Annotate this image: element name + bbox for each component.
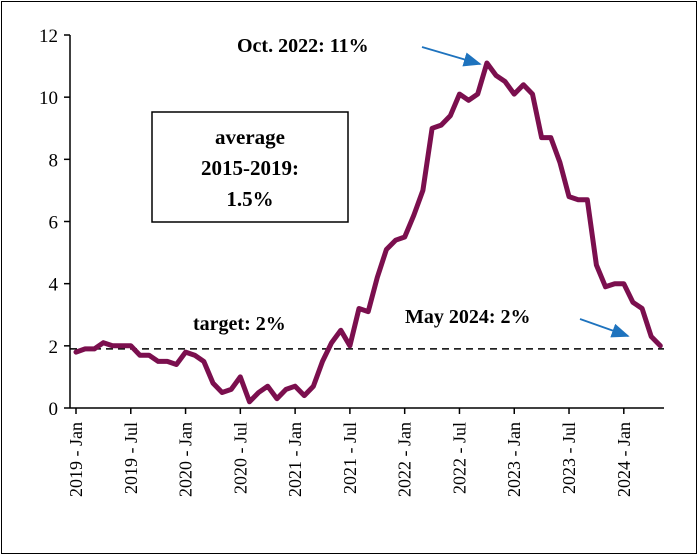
y-tick-label: 6: [49, 213, 59, 234]
latest-arrow: [579, 318, 630, 338]
y-tick-label: 12: [39, 26, 58, 47]
peak-arrow: [421, 46, 482, 67]
average-box-line3: 1.5%: [226, 187, 273, 211]
y-ticks: 0 2 4 6 8 10 12: [39, 26, 70, 420]
x-tick-label: 2021 - Jan: [285, 422, 305, 497]
average-box-line2: 2015-2019:: [201, 156, 299, 180]
x-tick-label: 2024 - Jan: [614, 422, 634, 497]
x-tick-label: 2020 - Jul: [230, 422, 250, 494]
y-tick-label: 4: [49, 275, 59, 296]
y-tick-label: 0: [49, 399, 59, 420]
y-tick-label: 2: [49, 337, 59, 358]
x-tick-label: 2020 - Jan: [176, 422, 196, 497]
y-tick-label: 8: [49, 150, 59, 171]
target-label: target: 2%: [193, 313, 286, 335]
x-tick-label: 2019 - Jul: [121, 422, 141, 494]
x-tick-label: 2022 - Jan: [395, 422, 415, 497]
y-tick-label: 10: [39, 88, 58, 109]
x-ticks: 2019 - Jan 2019 - Jul 2020 - Jan 2020 - Jul…: [66, 408, 634, 497]
x-tick-label: 2021 - Jul: [340, 422, 360, 494]
average-box-line1: average: [215, 125, 285, 149]
x-tick-label: 2023 - Jan: [504, 422, 524, 497]
x-tick-label: 2022 - Jul: [449, 422, 469, 494]
x-tick-label: 2019 - Jan: [66, 422, 86, 497]
x-tick-label: 2023 - Jul: [559, 422, 579, 494]
latest-annotation: May 2024: 2%: [405, 306, 531, 328]
series-line: [73, 60, 663, 405]
peak-annotation: Oct. 2022: 11%: [237, 35, 369, 57]
average-box: [151, 111, 349, 223]
